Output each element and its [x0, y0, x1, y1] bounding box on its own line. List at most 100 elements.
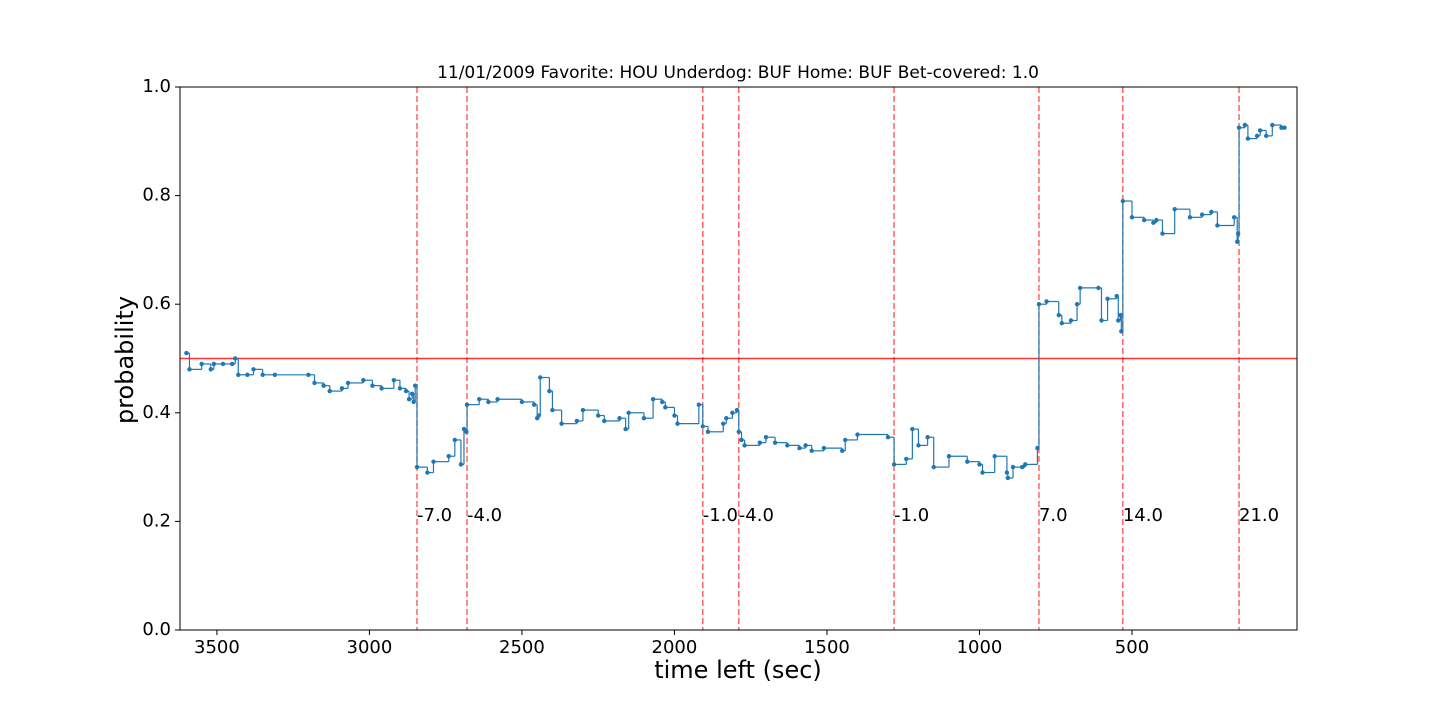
point: [840, 448, 845, 454]
event-label: 21.0: [1239, 505, 1279, 526]
point: [675, 421, 680, 426]
event-label: -4.0: [739, 505, 774, 526]
event-label: -4.0: [467, 505, 502, 526]
point: [199, 361, 204, 367]
point: [306, 372, 311, 377]
point: [641, 416, 647, 421]
point: [1004, 470, 1010, 475]
point: [602, 418, 607, 424]
point: [379, 386, 384, 391]
x-tick-label: 1500: [804, 637, 850, 658]
point: [464, 429, 469, 435]
x-tick-label: 2500: [499, 637, 545, 658]
point: [855, 432, 860, 437]
y-axis-label: probability: [111, 296, 139, 424]
event-label: 7.0: [1039, 505, 1068, 526]
point: [1068, 318, 1074, 323]
point: [211, 361, 217, 367]
point: [411, 399, 416, 405]
point: [1236, 125, 1242, 130]
point: [623, 426, 628, 432]
point: [809, 448, 814, 454]
point: [797, 445, 802, 451]
point: [757, 440, 763, 445]
point: [843, 437, 848, 443]
chart-title: 11/01/2009 Favorite: HOU Underdog: BUF H…: [437, 63, 1039, 83]
point: [312, 380, 317, 386]
point: [1116, 318, 1121, 323]
point: [391, 378, 397, 383]
point: [891, 462, 897, 467]
y-tick-label: 0.4: [142, 402, 171, 423]
point: [208, 367, 214, 372]
point: [650, 397, 656, 402]
point: [885, 435, 891, 440]
point: [547, 388, 552, 394]
point: [1270, 122, 1275, 128]
point: [251, 367, 256, 372]
point: [1005, 475, 1011, 481]
point: [574, 418, 580, 424]
point: [1199, 212, 1205, 217]
point: [1235, 239, 1240, 244]
point: [220, 361, 226, 367]
point: [736, 429, 742, 435]
point: [229, 361, 235, 367]
point: [236, 372, 241, 377]
point: [724, 416, 729, 421]
point: [980, 470, 985, 475]
point: [1231, 215, 1237, 220]
point: [403, 388, 409, 394]
point: [233, 356, 238, 361]
point: [803, 443, 808, 448]
point: [1245, 136, 1251, 141]
point: [925, 435, 930, 440]
point: [536, 413, 541, 418]
point: [361, 378, 366, 383]
point: [538, 375, 543, 380]
point: [327, 388, 332, 394]
point: [1119, 329, 1124, 334]
point: [1096, 285, 1101, 291]
point: [260, 372, 265, 377]
point: [1257, 128, 1263, 133]
point: [1154, 217, 1159, 223]
point: [992, 454, 997, 459]
point: [1059, 321, 1065, 326]
point: [464, 402, 470, 407]
point: [721, 421, 726, 426]
point: [1114, 293, 1119, 299]
point: [1160, 231, 1165, 236]
point: [458, 462, 464, 467]
point: [742, 443, 747, 448]
point: [730, 410, 735, 415]
point: [187, 367, 192, 372]
point: [617, 416, 622, 421]
point: [1215, 223, 1220, 228]
point: [1151, 220, 1156, 225]
point: [339, 386, 345, 391]
point: [550, 407, 555, 413]
point: [245, 372, 250, 377]
event-label: -1.0: [703, 505, 738, 526]
point: [772, 440, 778, 445]
point: [1187, 215, 1193, 220]
point: [1044, 299, 1049, 304]
point: [425, 470, 430, 475]
point: [946, 454, 952, 459]
point: [406, 397, 412, 402]
point: [700, 424, 706, 429]
point: [272, 372, 278, 377]
point: [1056, 312, 1061, 318]
point: [595, 413, 601, 418]
x-tick-label: 3000: [347, 637, 393, 658]
point: [1118, 312, 1123, 318]
y-tick-label: 0.6: [142, 293, 171, 314]
point: [660, 399, 665, 405]
x-tick-label: 3500: [194, 637, 240, 658]
point: [1105, 296, 1110, 301]
point: [1120, 198, 1126, 204]
point: [409, 391, 415, 396]
point: [1279, 125, 1284, 130]
point: [1282, 125, 1287, 130]
